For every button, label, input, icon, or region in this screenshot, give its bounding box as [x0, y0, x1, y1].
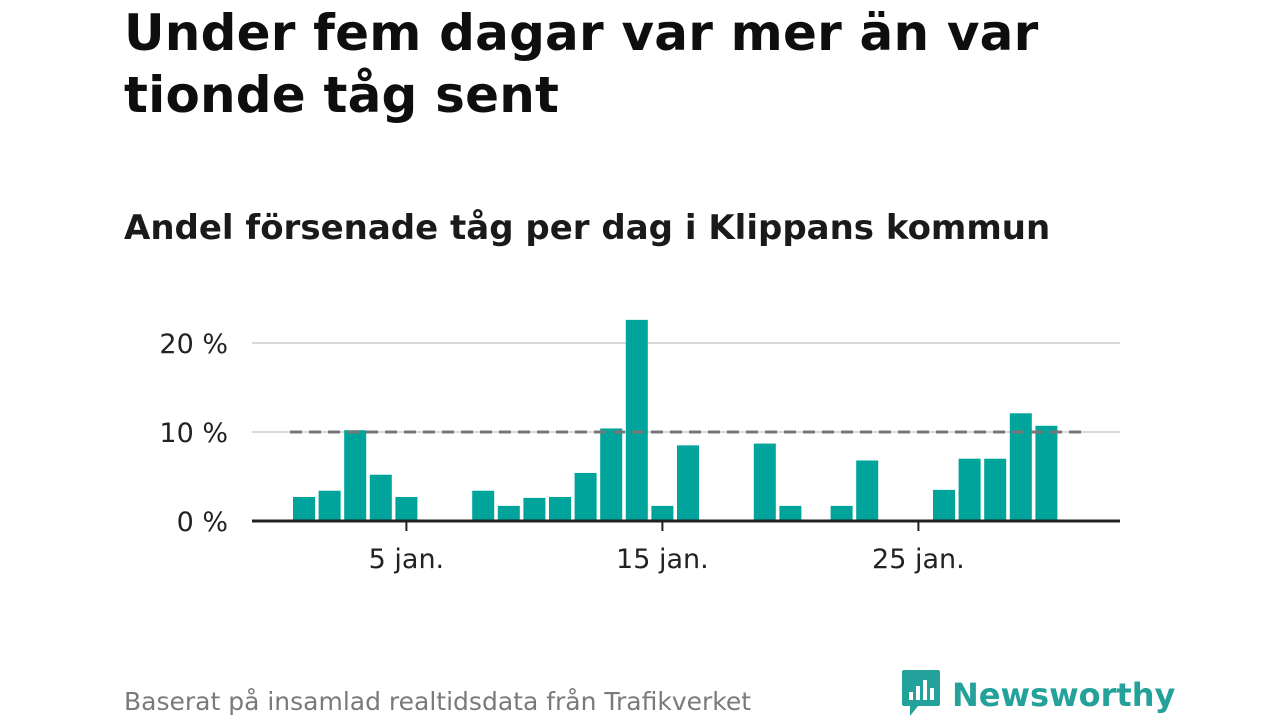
y-tick-label: 0 %: [177, 507, 228, 538]
bar: [293, 496, 315, 521]
bar: [369, 474, 392, 521]
y-tick-label: 20 %: [159, 329, 228, 360]
bar-chart: 0 % 10 % 20 % 5 jan. 15 jan. 25 jan.: [159, 319, 1120, 575]
source-note: Baserat på insamlad realtidsdata från Tr…: [124, 687, 752, 716]
bar: [958, 458, 981, 521]
bar: [600, 428, 623, 521]
bar: [830, 505, 853, 521]
brand-logo[interactable]: Newsworthy: [900, 668, 1175, 722]
bar: [677, 445, 699, 521]
bar: [497, 505, 520, 521]
bar: [344, 430, 367, 521]
bar: [574, 472, 597, 521]
x-tick-label: 5 jan.: [369, 544, 445, 575]
x-tick-label: 15 jan.: [616, 544, 709, 575]
axes: 0 % 10 % 20 % 5 jan. 15 jan. 25 jan.: [159, 329, 1120, 575]
x-tick-label: 25 jan.: [872, 544, 965, 575]
bar: [1009, 413, 1032, 521]
chart-title: Andel försenade tåg per dag i Klippans k…: [124, 208, 1051, 248]
bar: [984, 458, 1007, 521]
bar: [1035, 425, 1058, 521]
bar: [318, 490, 341, 521]
y-tick-label: 10 %: [159, 418, 228, 449]
bar: [625, 319, 648, 521]
bar: [753, 443, 776, 521]
gridlines: [252, 342, 1120, 433]
bar: [523, 497, 546, 521]
newsworthy-chart-bubble-icon: [900, 668, 942, 722]
brand-name: Newsworthy: [952, 676, 1176, 714]
bar: [651, 505, 674, 521]
bar: [779, 505, 802, 521]
bar: [856, 460, 879, 521]
headline: Under fem dagar var mer än var tionde tå…: [124, 4, 1039, 124]
bar: [933, 489, 955, 521]
bar: [395, 496, 418, 521]
bars: [293, 319, 1058, 521]
bar: [549, 496, 571, 521]
bar: [472, 490, 495, 521]
